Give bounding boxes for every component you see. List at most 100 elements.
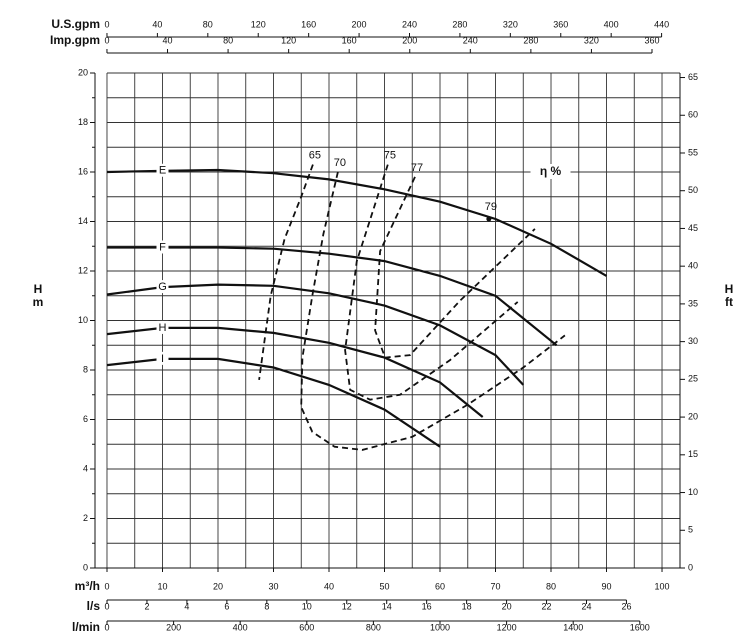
efficiency-label: 65 <box>309 149 321 161</box>
extra-axis-tick-label: 160 <box>342 35 357 45</box>
y-tick-label: 4 <box>83 463 88 473</box>
extra-axis-tick-label: 320 <box>503 19 518 29</box>
extra-axis-tick-label: 2 <box>144 601 149 611</box>
curve-label-bg <box>156 320 169 334</box>
curve-label: G <box>158 281 167 293</box>
extra-axis-tick-label: 1600 <box>630 622 650 632</box>
extra-axis-tick-label: 14 <box>382 601 392 611</box>
extra-axis-tick-label: 400 <box>233 622 248 632</box>
y2-tick-label: 30 <box>688 336 698 346</box>
y2-tick-label: 50 <box>688 185 698 195</box>
extra-axis-tick-label: 320 <box>584 35 599 45</box>
efficiency-title: η % <box>540 164 562 178</box>
y-axis-title: H <box>34 282 43 296</box>
extra-axis-tick-label: 200 <box>352 19 367 29</box>
extra-axis-tick-label: 200 <box>402 35 417 45</box>
extra-axis-tick-label: 120 <box>281 35 296 45</box>
extra-axis-tick-label: 280 <box>452 19 467 29</box>
y2-tick-label: 40 <box>688 261 698 271</box>
efficiency-curve <box>344 164 519 401</box>
efficiency-label: 79 <box>485 201 497 213</box>
y-tick-label: 16 <box>78 166 88 176</box>
y-tick-label: 8 <box>83 364 88 374</box>
y2-tick-label: 0 <box>688 562 693 572</box>
extra-axis-tick-label: 18 <box>462 601 472 611</box>
extra-axis-tick-label: 360 <box>553 19 568 29</box>
x-axis-title: m³/h <box>75 579 100 593</box>
extra-axis-tick-label: 280 <box>523 35 538 45</box>
curve-label: I <box>161 353 164 365</box>
curve-label-bg <box>156 280 169 294</box>
y2-tick-label: 25 <box>688 374 698 384</box>
extra-axis-tick-label: 400 <box>604 19 619 29</box>
y-tick-label: 14 <box>78 216 88 226</box>
efficiency-curve <box>374 176 536 359</box>
efficiency-label: 70 <box>334 157 346 169</box>
extra-axis-tick-label: 360 <box>644 35 659 45</box>
extra-axis-tick-label: 800 <box>366 622 381 632</box>
curve-label: F <box>159 241 166 253</box>
extra-axis-tick-label: 6 <box>224 601 229 611</box>
x-tick-label: 90 <box>602 581 612 591</box>
extra-axis-tick-label: 1200 <box>497 622 517 632</box>
y-tick-label: 18 <box>78 117 88 127</box>
y2-tick-label: 15 <box>688 449 698 459</box>
y-tick-label: 12 <box>78 265 88 275</box>
extra-axis-tick-label: 20 <box>502 601 512 611</box>
efficiency-curve <box>258 164 314 381</box>
y2-axis-title: H <box>725 282 734 296</box>
extra-axis-tick-label: 0 <box>104 19 109 29</box>
extra-axis-tick-label: 440 <box>654 19 669 29</box>
extra-axis-tick-label: 12 <box>342 601 352 611</box>
extra-axis-tick-label: 40 <box>152 19 162 29</box>
extra-axis-tick-label: 200 <box>166 622 181 632</box>
x-tick-label: 60 <box>435 581 445 591</box>
extra-axis-tick-label: 24 <box>581 601 591 611</box>
x-tick-label: 100 <box>655 581 670 591</box>
extra-axis-tick-label: 0 <box>104 601 109 611</box>
extra-axis-tick-label: 16 <box>422 601 432 611</box>
extra-axis-tick-label: 120 <box>251 19 266 29</box>
y2-tick-label: 45 <box>688 223 698 233</box>
pump-curve <box>106 283 525 386</box>
x-tick-label: 80 <box>546 581 556 591</box>
x-tick-label: 40 <box>324 581 334 591</box>
extra-axis-title: Imp.gpm <box>50 33 100 47</box>
extra-axis-tick-label: 1400 <box>563 622 583 632</box>
extra-axis-tick-label: 240 <box>402 19 417 29</box>
pump-curve <box>107 246 558 347</box>
extra-axis-tick-label: 8 <box>264 601 269 611</box>
extra-axis-tick-label: 160 <box>301 19 316 29</box>
curve-label-bg <box>156 240 169 254</box>
extra-axis-tick-label: 4 <box>184 601 189 611</box>
y-tick-label: 2 <box>83 513 88 523</box>
extra-axis-tick-label: 1000 <box>430 622 450 632</box>
pump-curve <box>106 326 484 418</box>
y-tick-label: 20 <box>78 67 88 77</box>
y-axis-title: m <box>33 295 44 309</box>
pump-curve <box>106 168 608 277</box>
efficiency-label: 77 <box>411 162 423 174</box>
y2-axis-title: ft <box>725 295 733 309</box>
y2-tick-label: 35 <box>688 298 698 308</box>
extra-axis-tick-label: 80 <box>203 19 213 29</box>
extra-axis-tick-label: 240 <box>463 35 478 45</box>
extra-axis-tick-label: 26 <box>621 601 631 611</box>
y-tick-label: 6 <box>83 414 88 424</box>
extra-axis-tick-label: 0 <box>104 35 109 45</box>
efficiency-label: 75 <box>384 149 396 161</box>
curve-label: E <box>159 165 166 177</box>
extra-axis-tick-label: 0 <box>104 622 109 632</box>
x-tick-label: 50 <box>379 581 389 591</box>
y2-tick-label: 20 <box>688 411 698 421</box>
extra-axis-tick-label: 22 <box>542 601 552 611</box>
curve-label-bg <box>156 351 169 365</box>
extra-axis-title: l/s <box>87 599 101 613</box>
extra-axis-tick-label: 600 <box>299 622 314 632</box>
y2-tick-label: 10 <box>688 487 698 497</box>
y-tick-label: 0 <box>83 562 88 572</box>
x-tick-label: 10 <box>157 581 167 591</box>
curve-label-bg <box>156 163 169 177</box>
